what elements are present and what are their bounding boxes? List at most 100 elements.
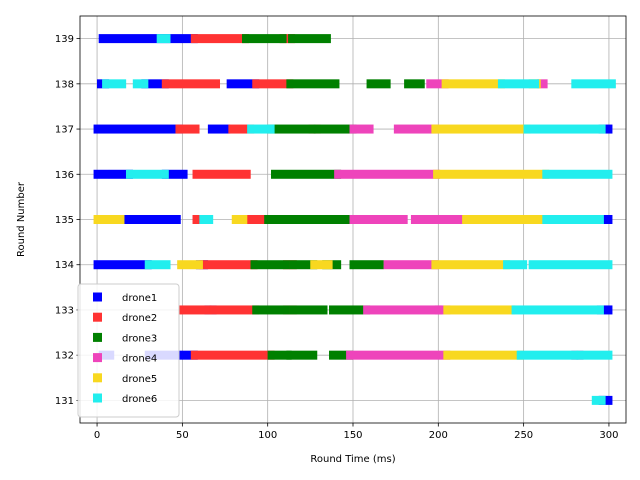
data-point-cluster bbox=[310, 260, 333, 270]
data-point-cluster bbox=[192, 169, 251, 179]
data-point-cluster bbox=[267, 350, 292, 360]
data-point-cluster bbox=[161, 169, 188, 179]
data-point-cluster bbox=[175, 124, 200, 134]
data-point-cluster bbox=[271, 169, 342, 179]
data-point-cluster bbox=[289, 305, 328, 315]
x-tick-label: 150 bbox=[343, 430, 362, 441]
data-point-cluster bbox=[289, 260, 318, 270]
data-point-cluster bbox=[441, 79, 505, 89]
legend: drone1 drone2 drone3 drone4 drone5 drone6 bbox=[77, 283, 180, 418]
data-point-cluster bbox=[329, 350, 354, 360]
data-point-cluster bbox=[503, 260, 528, 270]
data-point-cluster bbox=[93, 124, 183, 134]
data-point-cluster bbox=[313, 124, 357, 134]
data-point-cluster bbox=[93, 260, 152, 270]
legend-marker bbox=[93, 292, 102, 302]
data-point-cluster bbox=[366, 79, 391, 89]
data-point-cluster bbox=[334, 169, 441, 179]
legend-label: drone3 bbox=[122, 333, 157, 344]
data-point-cluster bbox=[178, 305, 212, 315]
data-point-cluster bbox=[250, 260, 290, 270]
data-point-cluster bbox=[431, 260, 511, 270]
data-point-cluster bbox=[349, 215, 408, 224]
data-point-cluster bbox=[252, 79, 294, 89]
legend-label: drone4 bbox=[122, 354, 157, 365]
data-point-cluster bbox=[288, 34, 331, 44]
data-point-cluster bbox=[252, 305, 290, 315]
x-tick-label: 300 bbox=[599, 430, 618, 441]
data-point-cluster bbox=[141, 79, 169, 89]
data-point-cluster bbox=[349, 260, 384, 270]
data-point-cluster bbox=[247, 124, 275, 134]
data-point-cluster bbox=[231, 215, 248, 224]
data-point-cluster bbox=[161, 79, 220, 89]
y-tick-label: 132 bbox=[55, 351, 74, 362]
data-point-cluster bbox=[434, 305, 451, 315]
legend-marker bbox=[93, 393, 102, 403]
y-tick-label: 134 bbox=[55, 260, 74, 271]
legend-marker bbox=[93, 332, 102, 342]
data-point-cluster bbox=[443, 305, 516, 315]
y-tick-label: 139 bbox=[55, 34, 74, 45]
data-point-cluster bbox=[596, 215, 613, 224]
data-point-cluster bbox=[404, 79, 425, 89]
legend-label: drone2 bbox=[122, 313, 157, 324]
data-point-cluster bbox=[537, 79, 548, 89]
x-tick-label: 50 bbox=[176, 430, 189, 441]
data-point-cluster bbox=[431, 124, 531, 134]
data-point-cluster bbox=[132, 79, 149, 89]
data-point-cluster bbox=[199, 260, 258, 270]
legend-box bbox=[77, 283, 180, 418]
data-point-cluster bbox=[516, 350, 579, 360]
data-point-cluster bbox=[426, 79, 449, 89]
data-point-cluster bbox=[523, 124, 606, 134]
legend-label: drone5 bbox=[122, 374, 157, 385]
data-point-cluster bbox=[433, 169, 550, 179]
data-point-cluster bbox=[125, 169, 169, 179]
data-point-cluster bbox=[349, 124, 374, 134]
y-axis-label: Round Number bbox=[16, 181, 27, 257]
data-point-cluster bbox=[393, 124, 439, 134]
legend-marker bbox=[93, 353, 102, 363]
data-point-cluster bbox=[240, 215, 272, 224]
x-tick-label: 100 bbox=[258, 430, 277, 441]
data-point-cluster bbox=[98, 34, 198, 44]
series-drone6 bbox=[102, 34, 616, 405]
data-point-cluster bbox=[286, 350, 318, 360]
data-point-cluster bbox=[286, 79, 340, 89]
data-point-cluster bbox=[117, 215, 181, 224]
legend-label: drone1 bbox=[122, 293, 157, 304]
x-tick-label: 250 bbox=[514, 430, 533, 441]
data-point-cluster bbox=[156, 34, 171, 44]
x-axis-label: Round Time (ms) bbox=[310, 454, 395, 465]
data-point-cluster bbox=[542, 215, 604, 224]
data-point-cluster bbox=[329, 305, 371, 315]
data-point-cluster bbox=[542, 169, 613, 179]
data-point-cluster bbox=[264, 215, 357, 224]
data-point-cluster bbox=[108, 169, 133, 179]
data-point-cluster bbox=[462, 215, 550, 224]
series-drone5 bbox=[93, 79, 550, 360]
data-point-cluster bbox=[571, 79, 616, 89]
data-point-cluster bbox=[102, 79, 127, 89]
data-point-cluster bbox=[410, 215, 470, 224]
y-tick-label: 131 bbox=[55, 396, 74, 407]
data-point-cluster bbox=[177, 260, 203, 270]
x-tick-label: 200 bbox=[429, 430, 448, 441]
legend-marker bbox=[93, 373, 102, 383]
data-point-cluster bbox=[443, 350, 524, 360]
data-point-cluster bbox=[279, 34, 296, 44]
data-point-cluster bbox=[93, 169, 110, 179]
x-tick-label: 0 bbox=[94, 430, 100, 441]
data-point-cluster bbox=[511, 305, 604, 315]
y-tick-label: 138 bbox=[55, 79, 74, 90]
y-tick-label: 133 bbox=[55, 305, 74, 316]
legend-label: drone6 bbox=[122, 394, 157, 405]
data-point-cluster bbox=[209, 305, 260, 315]
data-point-cluster bbox=[190, 34, 250, 44]
y-tick-label: 137 bbox=[55, 125, 74, 136]
data-point-cluster bbox=[207, 124, 231, 134]
data-point-cluster bbox=[93, 215, 125, 224]
data-point-cluster bbox=[576, 350, 613, 360]
